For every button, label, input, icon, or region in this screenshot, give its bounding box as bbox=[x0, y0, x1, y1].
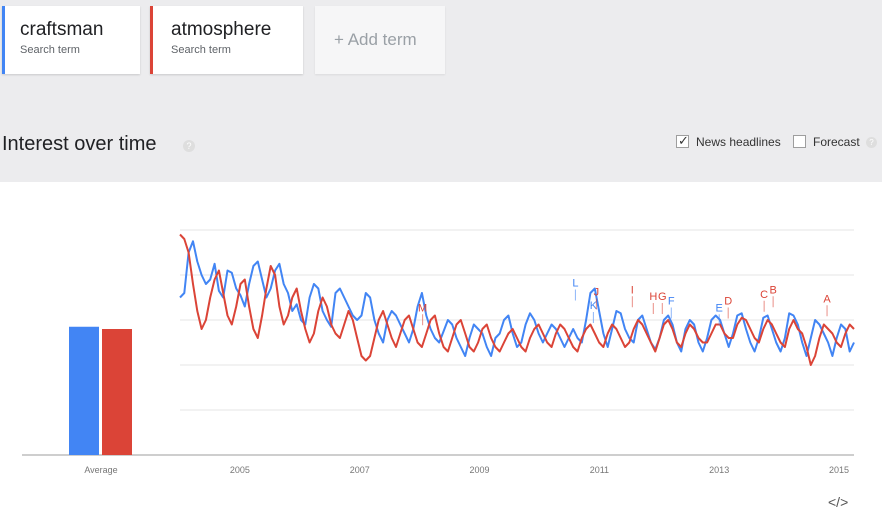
forecast-checkbox[interactable] bbox=[793, 135, 806, 148]
x-tick-label: 2007 bbox=[350, 465, 370, 475]
news-marker-L: L bbox=[572, 278, 578, 290]
x-tick-label: 2015 bbox=[829, 465, 849, 475]
news-marker-B: B bbox=[769, 284, 776, 296]
series-line-craftsman bbox=[179, 240, 855, 357]
interest-chart: Average 2005 2007 2009 2011 2013 2015 LKJ I H G F M E… bbox=[22, 229, 855, 475]
news-marker-M: M bbox=[418, 302, 427, 314]
x-tick-label: 2009 bbox=[470, 465, 490, 475]
term-sublabel: Search term bbox=[171, 44, 231, 56]
news-marker-K: K bbox=[590, 300, 598, 312]
news-marker-C: C bbox=[760, 289, 768, 301]
average-bar-atmosphere bbox=[102, 329, 132, 455]
section-title: Interest over time bbox=[2, 133, 157, 155]
news-marker-J: J bbox=[594, 287, 600, 299]
term-name: atmosphere bbox=[171, 19, 272, 40]
news-marker-G: G bbox=[658, 291, 667, 303]
embed-code-icon[interactable]: </> bbox=[828, 494, 849, 510]
add-term-button[interactable]: + Add term bbox=[315, 6, 445, 74]
news-marker-D: D bbox=[724, 296, 732, 308]
news-headlines-checkbox[interactable]: ✓ bbox=[676, 133, 689, 148]
news-marker-A: A bbox=[823, 293, 831, 305]
average-bar-craftsman bbox=[69, 326, 99, 455]
news-marker-E: E bbox=[716, 302, 723, 314]
news-marker-H: H bbox=[649, 291, 657, 303]
help-icon[interactable]: ? bbox=[183, 140, 195, 152]
term-sublabel: Search term bbox=[20, 44, 80, 56]
term-color-bar bbox=[150, 6, 153, 74]
series-line-atmosphere bbox=[179, 233, 855, 366]
x-tick-label: 2013 bbox=[709, 465, 729, 475]
x-tick-label: 2005 bbox=[230, 465, 250, 475]
term-name: craftsman bbox=[20, 19, 104, 40]
term-card-craftsman[interactable]: craftsman Search term bbox=[2, 6, 140, 74]
forecast-label: Forecast bbox=[813, 135, 860, 149]
term-color-bar bbox=[2, 6, 5, 74]
forecast-help-icon[interactable]: ? bbox=[866, 137, 877, 148]
news-headlines-label: News headlines bbox=[696, 135, 781, 149]
term-card-atmosphere[interactable]: atmosphere Search term bbox=[150, 6, 303, 74]
news-marker-F: F bbox=[668, 296, 675, 308]
x-tick-label: 2011 bbox=[590, 465, 609, 475]
news-marker-I: I bbox=[631, 284, 634, 296]
checkmark-icon: ✓ bbox=[678, 133, 689, 148]
average-label: Average bbox=[84, 465, 117, 475]
